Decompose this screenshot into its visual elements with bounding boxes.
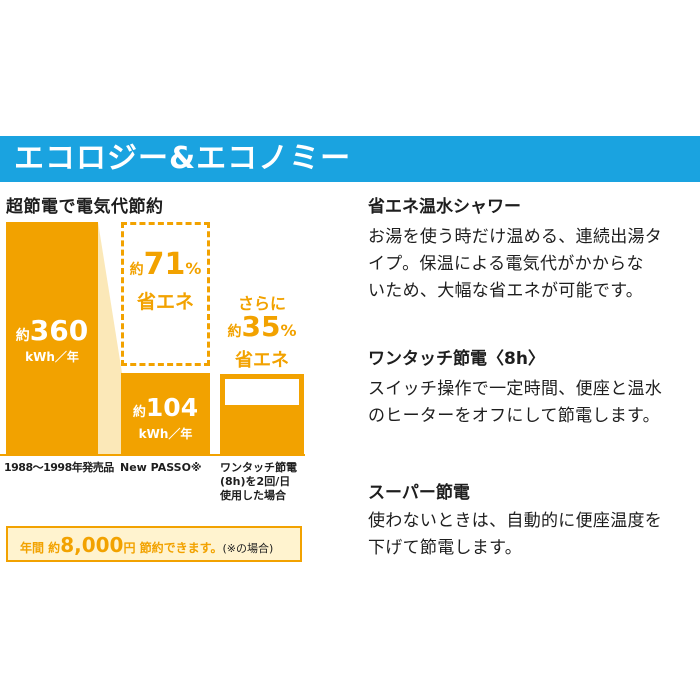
- old-bar-prefix: 約: [15, 328, 30, 344]
- touch-prefix: 約: [227, 324, 242, 340]
- section-banner: エコロジー&エコノミー: [0, 136, 700, 182]
- feature-title-super: スーパー節電: [368, 483, 470, 503]
- xlabel-touch-line2: (8h)を2回/日: [220, 475, 291, 488]
- xlabel-touch-line3: 使用した場合: [220, 489, 286, 502]
- feature-onetouch-line1: スイッチ操作で一定時間、便座と温水: [368, 379, 663, 399]
- feature-shower-line2: イプ。保温による電気代がかからな: [368, 254, 644, 274]
- feature-super-line2: 下げて節電します。: [368, 538, 522, 558]
- one-touch-bar-saved: [225, 379, 299, 405]
- savings-part1: 年間 約: [20, 541, 61, 555]
- saving-value: 71: [143, 247, 186, 282]
- feature-body-shower: お湯を使う時だけ温める、連続出湯タ イプ。保温による電気代がかからな いため、大…: [368, 224, 698, 305]
- savings-banner: 年間 約8,000円 節約できます。(※の場合): [6, 526, 302, 562]
- touch-value: 35: [241, 310, 281, 343]
- new-bar-prefix: 約: [132, 405, 146, 420]
- feature-body-onetouch: スイッチ操作で一定時間、便座と温水 のヒーターをオフにして節電します。: [368, 376, 698, 430]
- feature-super-line1: 使わないときは、自動的に便座温度を: [368, 511, 663, 531]
- chart-title: 超節電で電気代節約: [6, 197, 164, 217]
- saving-pct: %: [185, 259, 202, 278]
- touch-more-label: さらに: [237, 294, 286, 313]
- xlabel-new: New PASSO※: [120, 461, 202, 474]
- savings-part2: 節約できます。: [135, 541, 223, 555]
- xlabel-touch-line1: ワンタッチ節電: [220, 461, 297, 474]
- savings-note: (※の場合): [222, 542, 274, 555]
- feature-shower-line1: お湯を使う時だけ温める、連続出湯タ: [368, 227, 663, 247]
- feature-shower-line3: いため、大幅な省エネが可能です。: [368, 281, 644, 301]
- touch-label: 省エネ: [235, 350, 289, 371]
- feature-onetouch-line2: のヒーターをオフにして節電します。: [368, 406, 660, 426]
- old-bar-unit: kWh／年: [25, 350, 79, 364]
- reduction-taper: [98, 222, 122, 454]
- xlabel-old: 1988～1998年発売品: [4, 461, 114, 474]
- saving-label: 省エネ: [136, 291, 194, 313]
- old-bar-value: 360: [29, 314, 89, 347]
- old-product-bar: 約360 kWh／年: [6, 222, 98, 454]
- new-bar-unit: kWh／年: [138, 427, 193, 441]
- feature-title-onetouch: ワンタッチ節電〈8h〉: [368, 349, 545, 369]
- saving-prefix: 約: [129, 262, 144, 278]
- savings-amount: 8,000: [60, 533, 124, 557]
- feature-title-shower: 省エネ温水シャワー: [368, 197, 521, 217]
- savings-unit: 円: [123, 541, 136, 555]
- new-bar-value: 104: [145, 393, 199, 422]
- feature-body-super: 使わないときは、自動的に便座温度を 下げて節電します。: [368, 508, 698, 562]
- one-touch-bar: [220, 374, 304, 454]
- touch-pct: %: [280, 321, 297, 340]
- new-passo-bar: 約104 kWh／年: [121, 373, 210, 454]
- chart-baseline: [0, 454, 305, 456]
- savings-dashed-box: 約71% 省エネ: [121, 222, 210, 366]
- banner-title: エコロジー&エコノミー: [14, 141, 352, 176]
